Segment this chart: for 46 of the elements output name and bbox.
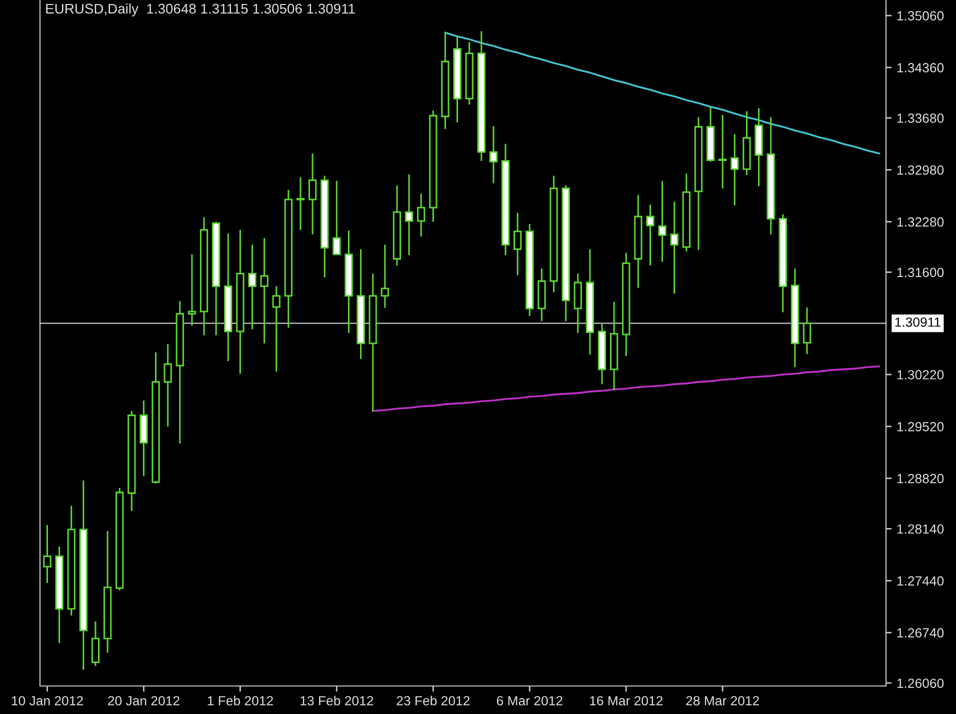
candlestick <box>730 134 739 206</box>
y-tick-label: 1.35060 <box>897 11 944 20</box>
x-tick-label: 16 Mar 2012 <box>590 696 662 706</box>
candlestick <box>43 525 52 583</box>
line-series <box>444 32 880 154</box>
x-tick-label: 28 Mar 2012 <box>686 696 759 706</box>
y-tick-label: 1.34360 <box>897 63 944 72</box>
x-tick-label: 23 Feb 2012 <box>396 696 470 706</box>
candlestick <box>380 244 389 308</box>
x-tick-label: 10 Jan 2012 <box>12 696 83 706</box>
y-tick-label: 1.28140 <box>897 524 944 534</box>
y-tick-label: 1.28820 <box>897 474 944 484</box>
candlestick <box>404 174 414 256</box>
candlestick <box>308 153 317 234</box>
y-tick-label: 1.32980 <box>897 165 944 175</box>
candlestick <box>188 254 196 326</box>
candlestick <box>272 286 280 372</box>
y-tick-label: 1.26740 <box>897 628 944 638</box>
candlestick <box>802 307 812 354</box>
x-tick-label: 20 Jan 2012 <box>108 696 180 706</box>
candlestick <box>260 238 268 344</box>
y-tick-label: 1.27440 <box>897 576 944 586</box>
line-series <box>372 365 880 412</box>
y-tick-label: 1.26060 <box>897 678 944 688</box>
x-tick-label: 13 Feb 2012 <box>300 696 374 706</box>
candlestick <box>332 180 341 256</box>
candlestick <box>670 202 678 294</box>
x-tick-label: 6 Mar 2012 <box>496 696 562 706</box>
chart-title: EURUSD,Daily 1.30648 1.31115 1.30506 1.30911 <box>46 3 355 16</box>
ref-line-label: 1.30911 <box>895 317 940 327</box>
candlestick <box>248 244 256 330</box>
candlestick <box>91 621 100 666</box>
y-tick-label: 1.30220 <box>897 370 944 380</box>
candlestick <box>164 344 172 426</box>
candlestick <box>417 194 426 237</box>
x-tick-label: 1 Feb 2012 <box>208 696 273 706</box>
candlestick <box>646 204 654 266</box>
candlestick <box>489 126 498 184</box>
candlestick <box>513 212 522 276</box>
candlestick <box>296 177 305 230</box>
y-tick-label: 1.32280 <box>897 217 944 227</box>
candlestick <box>658 180 666 262</box>
y-tick-label: 1.33680 <box>897 113 944 123</box>
y-tick-label: 1.31600 <box>897 268 944 278</box>
candlestick <box>718 114 727 188</box>
y-tick-label: 1.29520 <box>897 422 944 432</box>
